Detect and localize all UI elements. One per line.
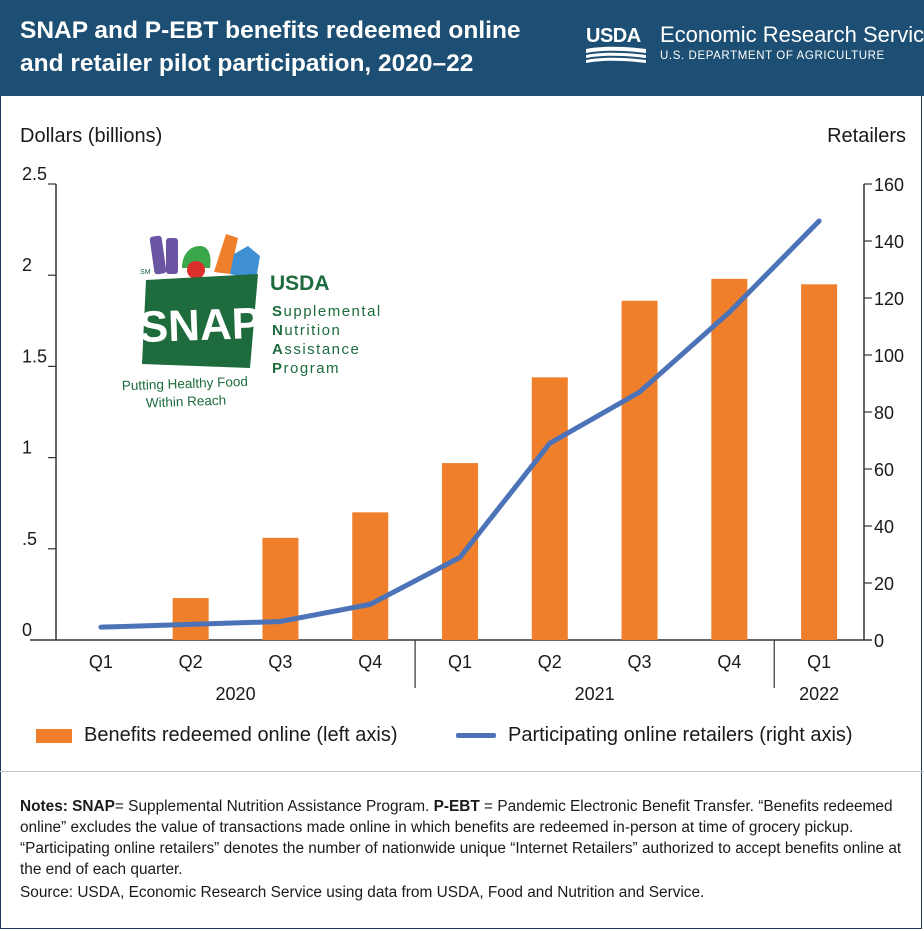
notes-text-1: = Supplemental Nutrition Assistance Prog… — [114, 798, 434, 815]
usda-logo-icon: USDA — [586, 25, 646, 63]
point-retailers-6 — [548, 441, 552, 445]
vegetable-icon — [182, 246, 211, 268]
snap-program-rest: utrition — [284, 322, 341, 339]
snap-program-line: Supplemental — [272, 303, 382, 320]
left-tick-label: 1 — [22, 438, 32, 458]
x-tick-label: Q4 — [717, 652, 741, 672]
point-retailers-9 — [817, 219, 821, 223]
agency-name: Economic Research Service — [660, 22, 924, 47]
right-tick-label: 60 — [874, 460, 894, 480]
x-tick-label: Q3 — [268, 652, 292, 672]
snap-program-rest: rogram — [284, 360, 341, 377]
right-tick-label: 0 — [874, 631, 884, 651]
right-tick-label: 120 — [874, 289, 904, 309]
legend-swatch-bar — [36, 728, 72, 743]
point-retailers-1 — [99, 625, 103, 629]
left-tick-label: 1.5 — [22, 346, 47, 366]
apple-icon — [187, 261, 205, 279]
snap-program-rest: upplemental — [284, 303, 382, 320]
legend-item-retailers: Participating online retailers (right ax… — [456, 724, 853, 747]
x-tick-label: Q2 — [538, 652, 562, 672]
grocery-box-icon — [166, 238, 178, 274]
snap-program-line: Nutrition — [272, 322, 341, 339]
year-label-2021: 2021 — [575, 684, 615, 704]
bar-benefits-8 — [711, 278, 748, 640]
x-tick-label: Q3 — [628, 652, 652, 672]
snap-program-line: Program — [272, 360, 340, 377]
left-tick-label: 0 — [22, 620, 32, 640]
right-axis-label: Retailers — [827, 125, 906, 147]
title-line-2: and retailer pilot participation, 2020–2… — [20, 50, 474, 77]
legend-swatch-line — [456, 733, 496, 738]
grocery-bag-icon — [142, 274, 258, 368]
snap-program-initial: S — [272, 303, 284, 320]
point-retailers-5 — [458, 555, 462, 559]
x-tick-label: Q1 — [89, 652, 113, 672]
usda-logo-text: USDA — [586, 25, 641, 47]
year-label-2020: 2020 — [216, 684, 256, 704]
chart-area: SM SNAP USDA SupplementalNutritionAssist… — [20, 125, 906, 704]
title-line-1: SNAP and P-EBT benefits redeemed online — [20, 17, 521, 44]
bar-benefits-5 — [442, 463, 478, 640]
snap-program-initial: A — [272, 341, 284, 358]
snap-program-initial: N — [272, 322, 284, 339]
department-name: U.S. DEPARTMENT OF AGRICULTURE — [660, 50, 885, 62]
legend-label-benefits: Benefits redeemed online (left axis) — [84, 724, 398, 746]
snap-program-line: Assistance — [272, 341, 360, 358]
x-tick-label: Q1 — [807, 652, 831, 672]
notes-text-2: = Pandemic Electronic Benefit Transfer. … — [20, 798, 902, 878]
left-tick-label: .5 — [22, 529, 37, 549]
source-note: Source: USDA, Economic Research Service … — [20, 884, 705, 901]
sm-mark: SM — [140, 269, 151, 276]
snap-program-initial: P — [272, 360, 284, 377]
point-retailers-3 — [278, 619, 282, 623]
header-banner: SNAP and P-EBT benefits redeemed online … — [0, 0, 924, 96]
bar-benefits-6 — [531, 377, 568, 640]
x-tick-label: Q2 — [179, 652, 203, 672]
right-tick-label: 160 — [874, 175, 904, 195]
bar-benefits-4 — [352, 512, 389, 640]
notes-bold-snap: Notes: SNAP — [20, 798, 115, 815]
legend-item-benefits: Benefits redeemed online (left axis) — [36, 724, 398, 747]
notes-block: Notes: SNAP= Supplemental Nutrition Assi… — [20, 796, 904, 903]
snap-tagline-1: Putting Healthy Food — [122, 374, 249, 393]
bar-benefits-3 — [262, 537, 299, 640]
notes-bold-pebt: P-EBT — [433, 798, 480, 815]
snap-usda-text: USDA — [270, 272, 330, 295]
point-retailers-7 — [638, 390, 642, 394]
point-retailers-8 — [727, 310, 731, 314]
grocery-box-icon — [149, 235, 167, 275]
bar-benefits-7 — [621, 300, 658, 640]
point-retailers-2 — [189, 622, 193, 626]
right-tick-label: 40 — [874, 517, 894, 537]
x-tick-label: Q4 — [358, 652, 382, 672]
left-tick-label: 2 — [22, 255, 32, 275]
legend-label-retailers: Participating online retailers (right ax… — [508, 724, 853, 746]
chart-title: SNAP and P-EBT benefits redeemed online … — [20, 14, 560, 80]
milk-carton-icon — [230, 246, 260, 280]
right-tick-label: 100 — [874, 346, 904, 366]
bar-benefits-2 — [172, 598, 209, 640]
snap-logo: SM SNAP USDA SupplementalNutritionAssist… — [122, 234, 382, 411]
notes-divider — [0, 771, 924, 772]
snap-program-rest: ssistance — [284, 341, 360, 358]
left-tick-label: 2.5 — [22, 164, 47, 184]
year-label-2022: 2022 — [799, 684, 839, 704]
right-tick-label: 80 — [874, 403, 894, 423]
right-tick-label: 140 — [874, 232, 904, 252]
bar-benefits-9 — [801, 284, 838, 640]
x-tick-label: Q1 — [448, 652, 472, 672]
left-axis-label: Dollars (billions) — [20, 125, 162, 147]
right-tick-label: 20 — [874, 574, 894, 594]
snap-wordmark: SNAP — [138, 299, 262, 352]
point-retailers-4 — [368, 602, 372, 606]
notes-paragraph: Notes: SNAP= Supplemental Nutrition Assi… — [20, 796, 904, 880]
snap-tagline-2: Within Reach — [146, 393, 227, 411]
legend: Benefits redeemed online (left axis) Par… — [0, 724, 924, 754]
